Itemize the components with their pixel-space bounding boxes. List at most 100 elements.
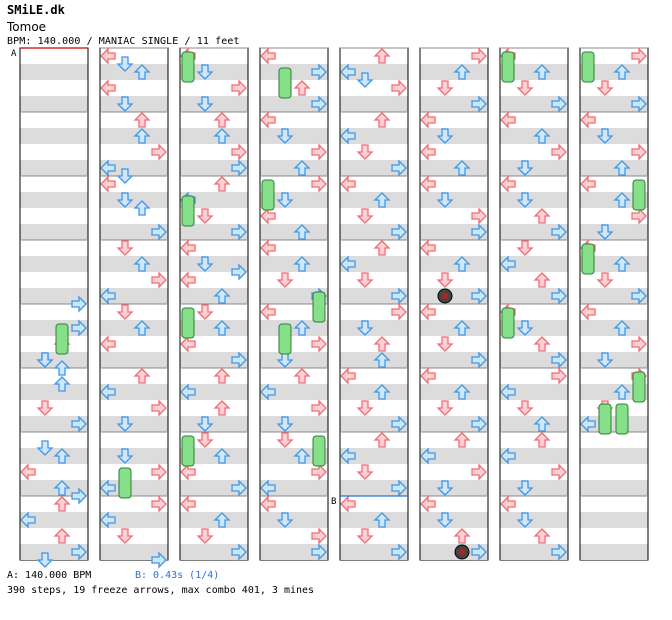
step-arrow (420, 111, 436, 129)
step-arrow (373, 48, 391, 64)
step-arrow (180, 239, 196, 257)
step-arrow (516, 480, 534, 496)
step-arrow (116, 304, 134, 320)
step-arrow (293, 224, 311, 240)
freeze-arrow (181, 435, 195, 467)
step-arrow (613, 320, 631, 336)
step-arrow (213, 128, 231, 144)
step-arrow (213, 320, 231, 336)
step-arrow (551, 95, 567, 113)
step-arrow (231, 223, 247, 241)
step-arrow (471, 223, 487, 241)
step-arrow (311, 143, 327, 161)
freeze-arrow (615, 403, 629, 435)
step-arrow (276, 192, 294, 208)
step-arrow (196, 256, 214, 272)
step-arrow (436, 272, 454, 288)
step-arrow (356, 272, 374, 288)
step-arrow (151, 551, 167, 569)
step-arrow (453, 64, 471, 80)
step-arrow (180, 271, 196, 289)
step-arrow (133, 64, 151, 80)
step-arrow (533, 336, 551, 352)
step-arrow (213, 112, 231, 128)
step-arrow (196, 416, 214, 432)
step-arrow (213, 288, 231, 304)
chart-column (499, 47, 569, 561)
step-arrow (340, 367, 356, 385)
freeze-arrow (278, 67, 292, 99)
step-arrow (133, 128, 151, 144)
step-arrow (533, 208, 551, 224)
step-arrow (580, 111, 596, 129)
step-arrow (311, 543, 327, 561)
step-arrow (133, 112, 151, 128)
step-arrow (276, 272, 294, 288)
step-arrow (231, 543, 247, 561)
step-arrow (436, 512, 454, 528)
step-arrow (631, 287, 647, 305)
step-arrow (373, 240, 391, 256)
step-arrow (100, 47, 116, 65)
step-arrow (420, 495, 436, 513)
step-arrow (180, 383, 196, 401)
step-arrow (116, 192, 134, 208)
freeze-arrow (55, 323, 69, 355)
step-arrow (356, 400, 374, 416)
song-title: Tomoe (7, 20, 47, 34)
step-arrow (311, 399, 327, 417)
step-arrow (100, 287, 116, 305)
step-arrow (471, 47, 487, 65)
step-arrow (340, 127, 356, 145)
step-arrow (516, 80, 534, 96)
step-arrow (631, 143, 647, 161)
step-arrow (260, 383, 276, 401)
step-arrow (613, 256, 631, 272)
chart-column (419, 47, 489, 561)
step-arrow (436, 128, 454, 144)
step-arrow (516, 320, 534, 336)
step-arrow (116, 528, 134, 544)
step-arrow (631, 47, 647, 65)
step-arrow (516, 512, 534, 528)
freeze-arrow (501, 51, 515, 83)
step-arrow (580, 303, 596, 321)
step-arrow (373, 352, 391, 368)
freeze-arrow (581, 51, 595, 83)
step-arrow (276, 416, 294, 432)
step-arrow (613, 160, 631, 176)
step-arrow (420, 447, 436, 465)
freeze-arrow (598, 403, 612, 435)
step-arrow (580, 175, 596, 193)
step-arrow (151, 463, 167, 481)
step-arrow (613, 192, 631, 208)
step-arrow (533, 416, 551, 432)
step-arrow (151, 399, 167, 417)
step-arrow (196, 432, 214, 448)
step-arrow (260, 495, 276, 513)
step-arrow (340, 495, 356, 513)
step-arrow (20, 511, 36, 529)
step-arrow (276, 512, 294, 528)
step-arrow (533, 64, 551, 80)
step-arrow (231, 351, 247, 369)
step-arrow (36, 552, 54, 568)
step-arrow (276, 432, 294, 448)
step-arrow (356, 464, 374, 480)
step-arrow (53, 480, 71, 496)
step-arrow (471, 463, 487, 481)
chart-stats: 390 steps, 19 freeze arrows, max combo 4… (7, 585, 315, 596)
site-title[interactable]: SMiLE.dk (7, 3, 65, 17)
step-arrow (151, 143, 167, 161)
step-arrow (231, 143, 247, 161)
step-arrow (613, 64, 631, 80)
step-arrow (276, 128, 294, 144)
step-arrow (231, 159, 247, 177)
marker-label: B (331, 497, 336, 507)
chart-column (339, 47, 409, 561)
step-arrow (356, 72, 374, 88)
step-arrow (231, 479, 247, 497)
step-arrow (391, 415, 407, 433)
step-arrow (260, 47, 276, 65)
